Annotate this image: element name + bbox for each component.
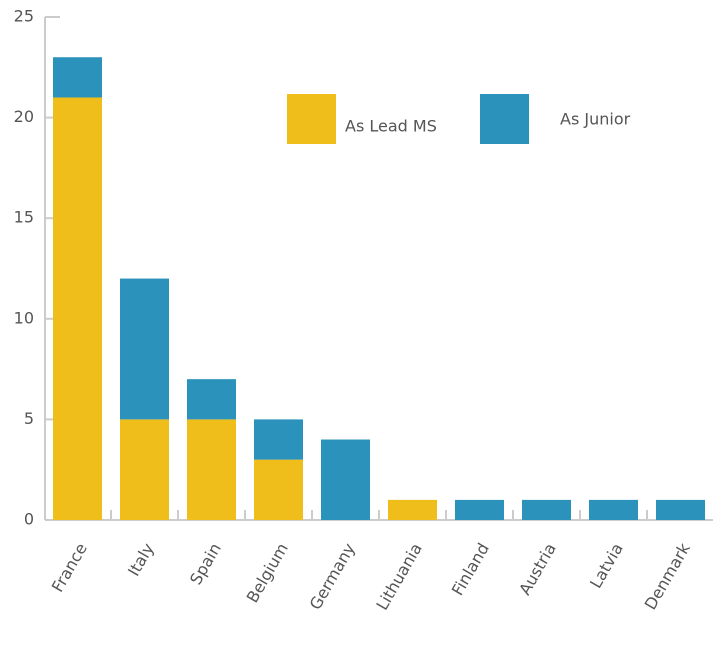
y-tick-label: 25 [14, 7, 34, 26]
bar-segment [53, 97, 102, 520]
bar-segment [120, 278, 169, 420]
bar-segment [187, 419, 236, 520]
bar-segment [254, 459, 303, 520]
y-tick-label: 5 [24, 409, 34, 428]
bar-segment [455, 499, 504, 520]
x-tick-label: Belgium [243, 540, 292, 606]
x-tick-label: Spain [186, 540, 225, 588]
bar-segment [656, 499, 705, 520]
legend-label: As Junior [560, 110, 631, 129]
bar-segment [254, 419, 303, 460]
legend-label: As Lead MS [345, 117, 437, 136]
bar-segment [187, 379, 236, 420]
bar-segment [53, 57, 102, 98]
y-tick-label: 10 [14, 308, 34, 327]
bar-segment [589, 499, 638, 520]
x-tick-label: Latvia [586, 540, 627, 592]
y-tick-label: 20 [14, 107, 34, 126]
y-tick-label: 0 [24, 510, 34, 529]
legend-swatch [287, 94, 336, 144]
x-tick-label: Austria [515, 540, 560, 598]
x-tick-label: Lithuania [372, 540, 426, 614]
x-tick-label: Finland [448, 540, 493, 599]
x-tick-label: Germany [306, 540, 359, 613]
x-tick-label: France [48, 540, 91, 596]
bar-segment [522, 499, 571, 520]
x-tick-label: Italy [124, 540, 158, 580]
legend-swatch [480, 94, 529, 144]
y-tick-label: 15 [14, 208, 34, 227]
bar-segment [120, 419, 169, 520]
bar-segment [388, 499, 437, 520]
bar-segment [321, 439, 370, 520]
x-tick-label: Denmark [641, 539, 695, 613]
